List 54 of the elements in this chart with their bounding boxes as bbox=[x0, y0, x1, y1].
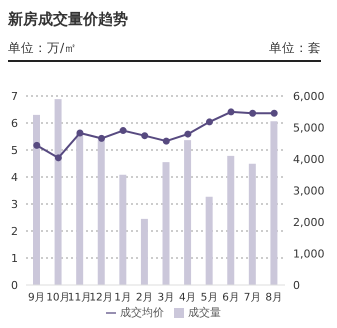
y-tick-label: 2 bbox=[11, 224, 18, 238]
point bbox=[98, 134, 106, 142]
point bbox=[76, 129, 84, 136]
point bbox=[33, 142, 40, 149]
x-tick-label: 3月 bbox=[157, 291, 176, 304]
point bbox=[249, 110, 256, 117]
y-tick-label: 3 bbox=[11, 198, 18, 211]
x-tick-label: 2月 bbox=[136, 291, 154, 304]
bar bbox=[227, 156, 234, 285]
bar bbox=[162, 162, 170, 285]
bar bbox=[206, 196, 213, 285]
point bbox=[120, 127, 127, 134]
point bbox=[162, 138, 170, 145]
y2-tick-label: 0 bbox=[293, 278, 300, 292]
bar bbox=[140, 218, 148, 285]
x-tick-label: 7月 bbox=[244, 291, 262, 304]
bar bbox=[184, 140, 192, 285]
y2-tick-label: 3,000 bbox=[293, 184, 324, 198]
bar bbox=[98, 140, 105, 285]
x-tick-label: 5月 bbox=[200, 291, 218, 304]
y-tick-label: 6 bbox=[11, 116, 18, 130]
point bbox=[228, 108, 235, 116]
point bbox=[184, 130, 192, 138]
y2-tick-label: 5,000 bbox=[293, 121, 324, 134]
y-tick-label: 4 bbox=[11, 170, 18, 184]
chart-title: 新房成交量价趋势 bbox=[8, 10, 128, 29]
y2-tick-label: 6,000 bbox=[293, 90, 324, 103]
point bbox=[141, 132, 148, 140]
y2-axis-title: 单位：套 bbox=[269, 40, 321, 57]
bar bbox=[33, 114, 40, 285]
x-tick-label: 8月 bbox=[265, 291, 284, 304]
x-tick-label: 4月 bbox=[179, 291, 197, 304]
point bbox=[270, 110, 278, 117]
bar bbox=[76, 134, 84, 285]
bar bbox=[248, 164, 256, 285]
y-tick-label: 0 bbox=[11, 278, 18, 292]
x-tick-label: 1月 bbox=[114, 291, 132, 304]
y-axis-title: 单位：万/㎡ bbox=[8, 40, 78, 57]
y2-tick-label: 2,000 bbox=[293, 216, 324, 229]
legend-label: 成交量 bbox=[188, 306, 221, 319]
y-tick-label: 7 bbox=[11, 90, 18, 103]
bar bbox=[54, 99, 62, 285]
y2-tick-label: 4,000 bbox=[293, 152, 324, 166]
bar bbox=[270, 121, 278, 285]
y-tick-label: 5 bbox=[11, 144, 18, 157]
x-tick-label: 12月 bbox=[89, 291, 114, 304]
bar bbox=[119, 174, 126, 285]
x-tick-label: 9月 bbox=[28, 291, 46, 304]
legend-label: 成交均价 bbox=[120, 306, 164, 319]
point bbox=[54, 154, 62, 162]
point bbox=[206, 118, 213, 126]
y2-tick-label: 1,000 bbox=[293, 247, 324, 260]
y-tick-label: 1 bbox=[11, 252, 18, 265]
x-tick-label: 6月 bbox=[222, 291, 240, 304]
